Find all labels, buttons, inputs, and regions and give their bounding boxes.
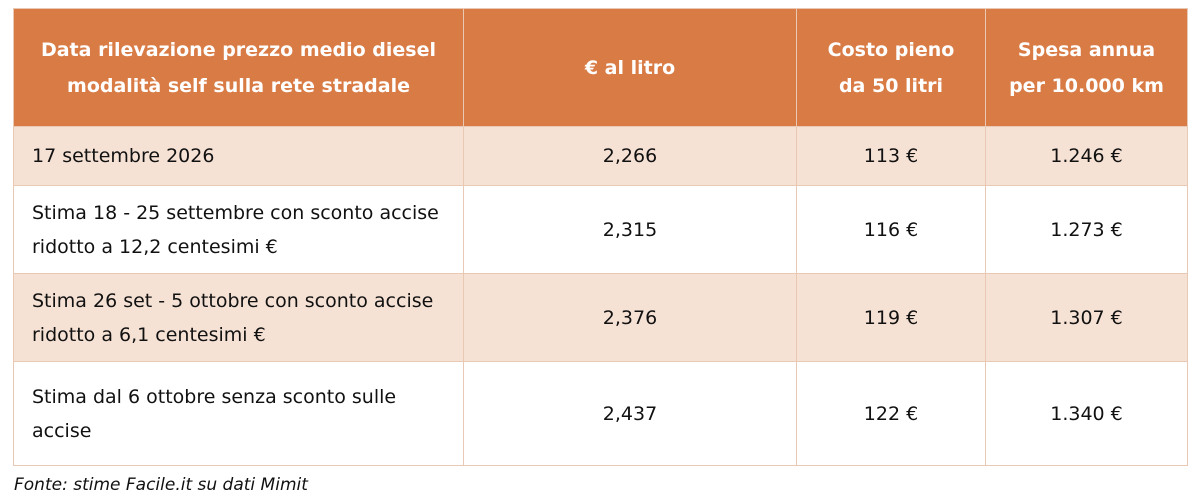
row-label: 17 settembre 2026 — [13, 126, 464, 186]
header-cell: Costo pieno da 50 litri — [796, 8, 986, 127]
header-cell: Data rilevazione prezzo medio diesel mod… — [13, 8, 464, 127]
row-label: Stima dal 6 ottobre senza sconto sulle a… — [13, 361, 464, 466]
cell: 119 € — [796, 273, 986, 362]
header-cell: € al litro — [463, 8, 797, 127]
source-note: Fonte: stime Facile.it su dati Mimit — [14, 475, 308, 495]
data-table: Data rilevazione prezzo medio diesel mod… — [13, 8, 1188, 466]
row-label: Stima 18 - 25 settembre con sconto accis… — [13, 185, 464, 274]
cell: 2,315 — [463, 185, 797, 274]
cell: 2,266 — [463, 126, 797, 186]
cell: 1.307 € — [985, 273, 1188, 362]
cell: 116 € — [796, 185, 986, 274]
cell: 2,376 — [463, 273, 797, 362]
cell: 1.246 € — [985, 126, 1188, 186]
header-row: Data rilevazione prezzo medio diesel mod… — [13, 8, 1188, 127]
cell: 122 € — [796, 361, 986, 466]
table-row: 17 settembre 2026 2,266 113 €1.246 € — [13, 126, 1188, 186]
cell: 113 € — [796, 126, 986, 186]
table-row: Stima dal 6 ottobre senza sconto sulle a… — [13, 361, 1188, 466]
cell: 2,437 — [463, 361, 797, 466]
cell: 1.340 € — [985, 361, 1188, 466]
row-label: Stima 26 set - 5 ottobre con sconto acci… — [13, 273, 464, 362]
table-row: Stima 18 - 25 settembre con sconto accis… — [13, 185, 1188, 274]
cell: 1.273 € — [985, 185, 1188, 274]
table-row: Stima 26 set - 5 ottobre con sconto acci… — [13, 273, 1188, 362]
header-cell: Spesa annua per 10.000 km — [985, 8, 1188, 127]
